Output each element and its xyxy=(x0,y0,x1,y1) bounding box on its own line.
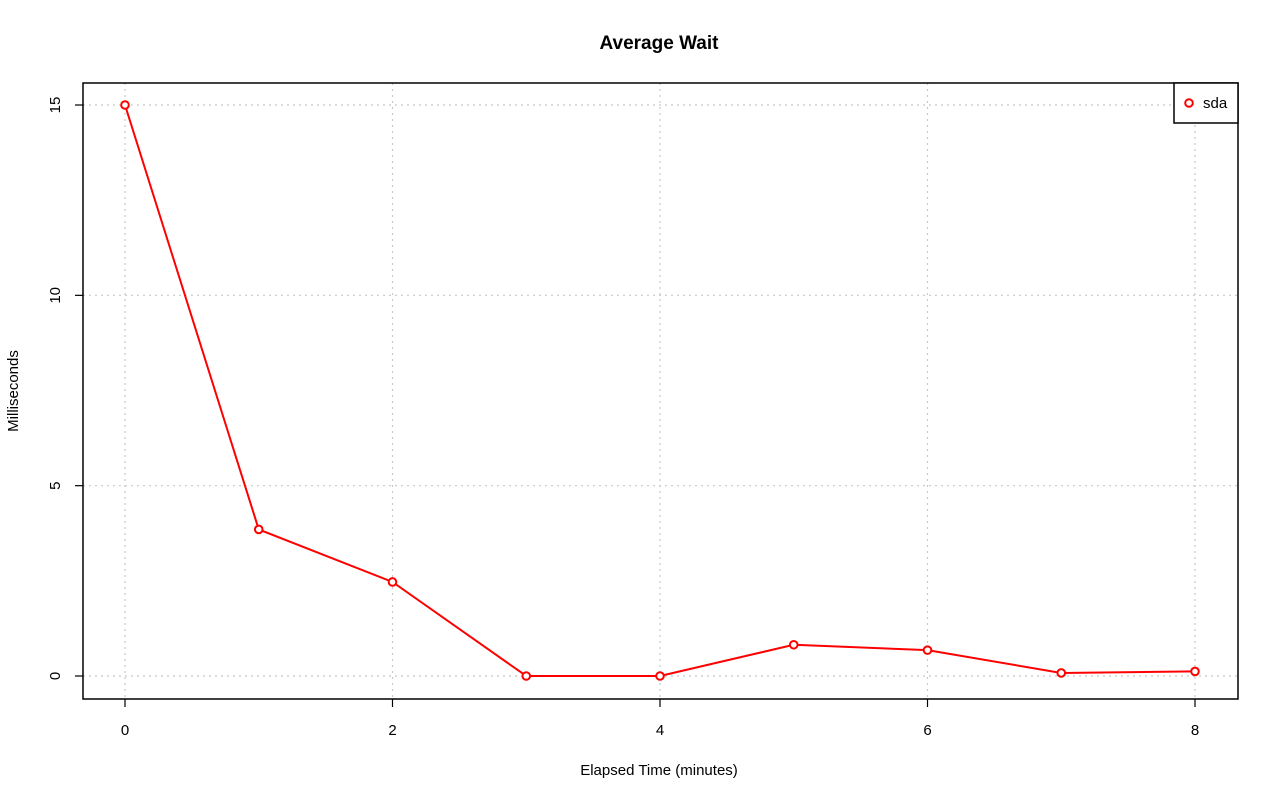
y-tick-label: 15 xyxy=(47,97,64,114)
x-tick-label: 8 xyxy=(1191,722,1199,739)
x-tick-label: 0 xyxy=(121,722,129,739)
data-point xyxy=(253,524,264,535)
series-group xyxy=(120,100,1200,681)
data-point xyxy=(387,577,398,587)
x-tick-label: 4 xyxy=(656,722,664,739)
data-point xyxy=(521,671,532,681)
data-point xyxy=(120,100,130,110)
legend: sda xyxy=(1173,82,1239,124)
x-tick-label: 6 xyxy=(923,722,931,739)
data-point xyxy=(1056,668,1067,678)
chart-title: Average Wait xyxy=(600,33,720,54)
data-point xyxy=(922,645,933,655)
y-tick-label: 0 xyxy=(47,672,64,680)
data-point xyxy=(655,671,665,681)
y-axis: 0 5 10 15 xyxy=(47,97,83,680)
grid xyxy=(83,83,1238,699)
y-axis-label: Milliseconds xyxy=(5,350,22,432)
x-tick-label: 2 xyxy=(388,722,396,739)
legend-label: sda xyxy=(1203,95,1228,112)
data-point xyxy=(1190,666,1200,677)
x-axis: 0 2 4 6 8 xyxy=(121,699,1199,739)
data-point xyxy=(788,639,799,650)
legend-marker xyxy=(1184,98,1194,108)
x-axis-label: Elapsed Time (minutes) xyxy=(580,762,738,779)
y-tick-label: 5 xyxy=(47,481,64,489)
y-tick-label: 10 xyxy=(47,287,64,304)
